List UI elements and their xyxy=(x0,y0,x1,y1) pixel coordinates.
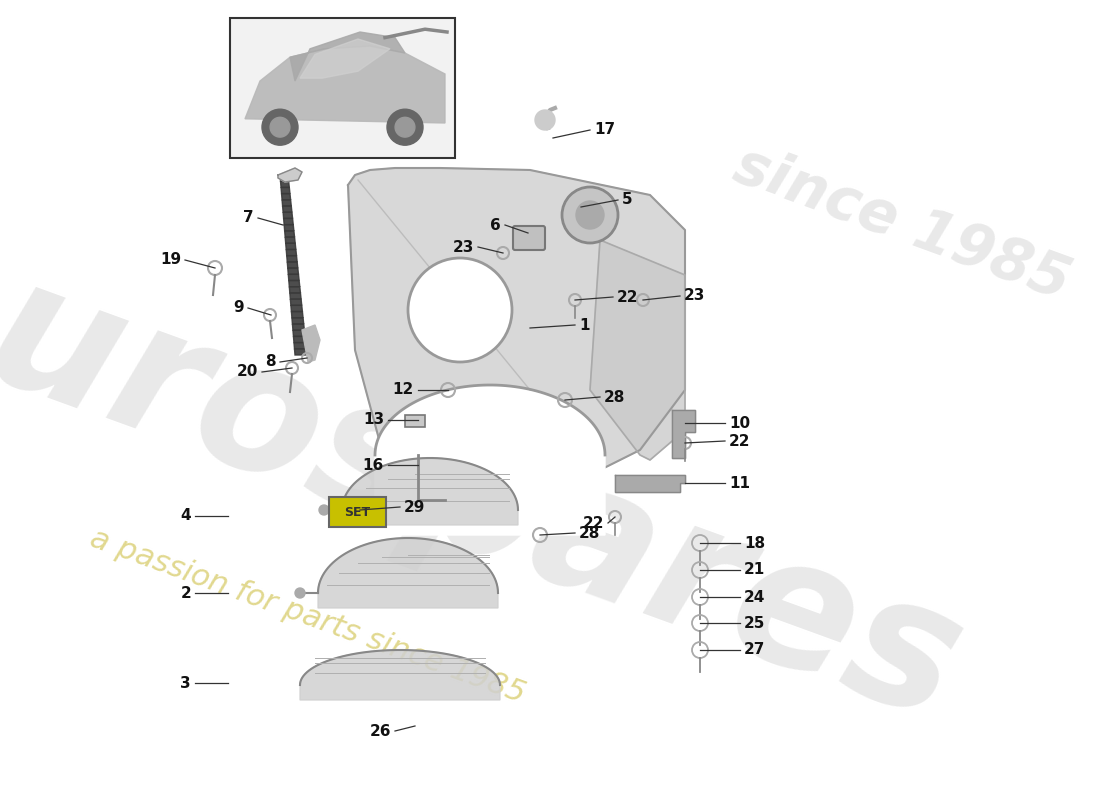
Text: 1: 1 xyxy=(579,318,590,333)
Circle shape xyxy=(562,187,618,243)
FancyBboxPatch shape xyxy=(513,226,544,250)
Polygon shape xyxy=(672,410,695,458)
Bar xyxy=(230,18,455,158)
Text: 20: 20 xyxy=(236,365,258,379)
Circle shape xyxy=(387,110,424,146)
Text: 24: 24 xyxy=(744,590,766,605)
Text: 26: 26 xyxy=(370,723,390,738)
Text: 16: 16 xyxy=(363,458,384,473)
Polygon shape xyxy=(286,243,296,250)
Polygon shape xyxy=(280,175,288,182)
Text: 12: 12 xyxy=(393,382,414,398)
Text: 28: 28 xyxy=(604,390,626,405)
Polygon shape xyxy=(292,318,304,324)
Polygon shape xyxy=(375,385,605,535)
Polygon shape xyxy=(285,237,295,243)
Text: 28: 28 xyxy=(579,526,601,541)
Polygon shape xyxy=(289,286,300,293)
Text: 23: 23 xyxy=(452,239,474,254)
Text: a passion for parts since 1985: a passion for parts since 1985 xyxy=(87,523,529,709)
Polygon shape xyxy=(287,262,298,268)
Circle shape xyxy=(271,118,290,137)
Polygon shape xyxy=(302,325,320,362)
Text: 5: 5 xyxy=(621,193,632,207)
Polygon shape xyxy=(283,212,293,218)
Text: since 1985: since 1985 xyxy=(726,137,1078,311)
Text: 11: 11 xyxy=(729,475,750,490)
Text: 13: 13 xyxy=(363,413,384,427)
Circle shape xyxy=(535,110,556,130)
Polygon shape xyxy=(282,200,292,206)
Text: 22: 22 xyxy=(729,434,750,449)
Polygon shape xyxy=(290,306,303,311)
Text: 29: 29 xyxy=(404,499,426,514)
Polygon shape xyxy=(348,168,685,510)
Text: 3: 3 xyxy=(180,675,191,690)
Polygon shape xyxy=(293,324,305,330)
Polygon shape xyxy=(280,182,289,187)
Text: 9: 9 xyxy=(233,301,244,315)
Text: 22: 22 xyxy=(617,290,638,305)
Polygon shape xyxy=(615,475,685,492)
Polygon shape xyxy=(284,218,294,225)
Circle shape xyxy=(295,588,305,598)
Polygon shape xyxy=(295,349,307,355)
Text: 17: 17 xyxy=(594,122,615,138)
Polygon shape xyxy=(280,187,290,194)
Polygon shape xyxy=(288,268,298,274)
Circle shape xyxy=(395,118,415,137)
FancyBboxPatch shape xyxy=(329,497,386,527)
Polygon shape xyxy=(283,206,292,212)
Text: 21: 21 xyxy=(744,562,766,578)
Polygon shape xyxy=(290,299,301,306)
Polygon shape xyxy=(245,46,446,123)
Text: 6: 6 xyxy=(491,218,501,233)
Polygon shape xyxy=(590,240,685,460)
Text: 10: 10 xyxy=(729,415,750,430)
Polygon shape xyxy=(284,225,294,231)
Polygon shape xyxy=(285,231,295,237)
Text: 19: 19 xyxy=(160,253,182,267)
Text: 23: 23 xyxy=(684,289,705,303)
Text: 22: 22 xyxy=(583,515,604,530)
Text: 2: 2 xyxy=(180,586,191,601)
Circle shape xyxy=(262,110,298,146)
Polygon shape xyxy=(286,250,297,256)
Polygon shape xyxy=(289,281,300,286)
Polygon shape xyxy=(293,330,305,336)
Text: 8: 8 xyxy=(265,354,276,370)
Polygon shape xyxy=(342,458,518,525)
Circle shape xyxy=(576,201,604,229)
Text: eurospares: eurospares xyxy=(0,202,984,758)
Polygon shape xyxy=(294,336,306,342)
Text: 25: 25 xyxy=(744,615,766,630)
Polygon shape xyxy=(300,39,390,78)
Polygon shape xyxy=(290,32,405,81)
FancyBboxPatch shape xyxy=(405,415,425,427)
Polygon shape xyxy=(287,256,297,262)
Polygon shape xyxy=(292,311,304,318)
Polygon shape xyxy=(278,168,303,182)
Polygon shape xyxy=(288,274,299,281)
Circle shape xyxy=(319,505,329,515)
Text: 18: 18 xyxy=(744,535,766,550)
Polygon shape xyxy=(289,293,301,299)
Circle shape xyxy=(408,258,512,362)
Text: 7: 7 xyxy=(243,210,254,226)
Text: SET: SET xyxy=(344,506,370,518)
Polygon shape xyxy=(318,538,498,608)
Text: 27: 27 xyxy=(744,642,766,658)
Polygon shape xyxy=(300,650,500,700)
Text: 4: 4 xyxy=(180,509,191,523)
Polygon shape xyxy=(294,342,306,349)
Polygon shape xyxy=(282,194,290,200)
